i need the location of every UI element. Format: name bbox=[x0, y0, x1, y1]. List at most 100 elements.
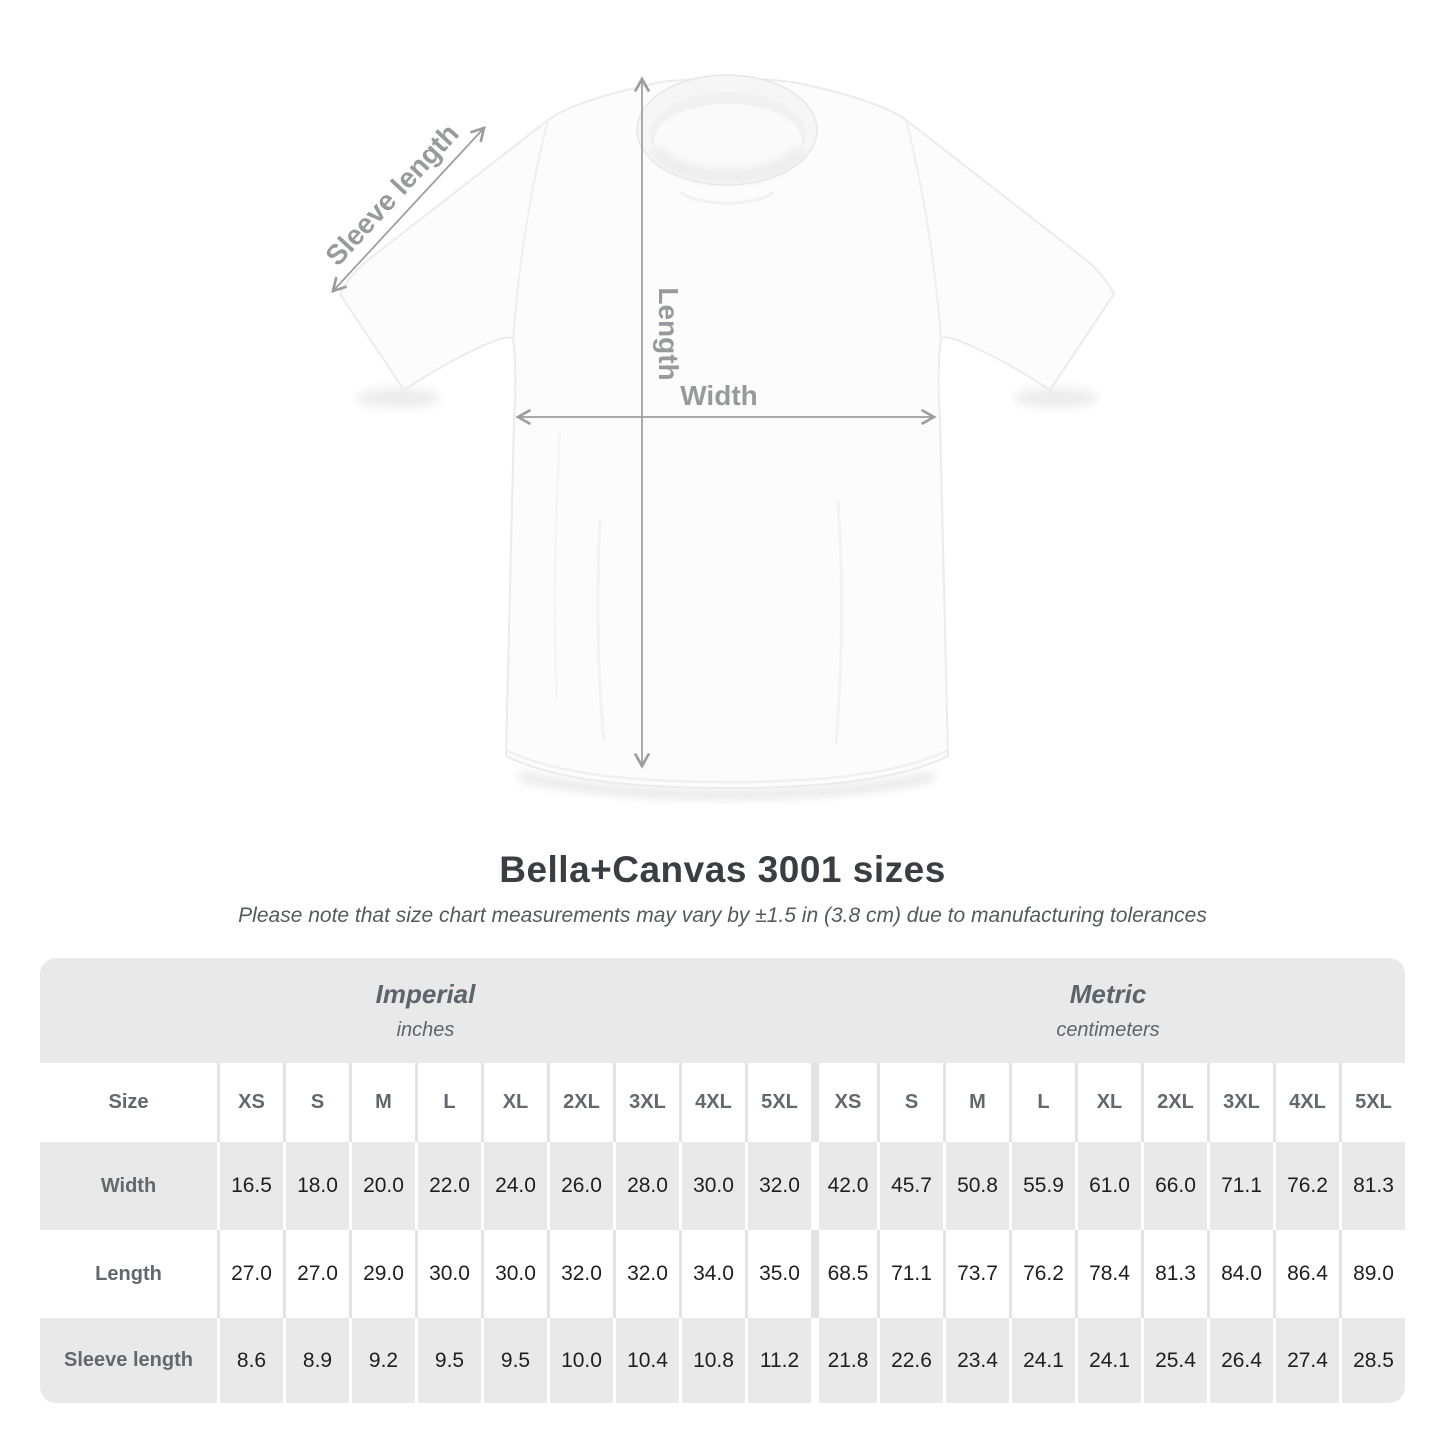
size-table: Imperial inches Metric centimeters Size … bbox=[40, 958, 1405, 1403]
column-header: L bbox=[415, 1063, 481, 1142]
table-cell: 35.0 bbox=[745, 1230, 811, 1318]
table-cell: 26.0 bbox=[547, 1142, 613, 1230]
column-header: 4XL bbox=[679, 1063, 745, 1142]
table-row-width: Width 16.5 18.0 20.0 22.0 24.0 26.0 28.0… bbox=[40, 1142, 1405, 1230]
table-cell: 9.5 bbox=[415, 1318, 481, 1403]
collar-inner-back bbox=[654, 104, 802, 178]
table-cell: 23.4 bbox=[943, 1318, 1009, 1403]
measurement-annotations bbox=[331, 76, 937, 769]
table-cell: 24.1 bbox=[1009, 1318, 1075, 1403]
table-cell: 27.0 bbox=[217, 1230, 283, 1318]
table-cell: 8.6 bbox=[217, 1318, 283, 1403]
table-cell: 78.4 bbox=[1075, 1230, 1141, 1318]
column-header: 3XL bbox=[1207, 1063, 1273, 1142]
row-label: Sleeve length bbox=[64, 1349, 193, 1371]
hem-stitch bbox=[505, 748, 949, 784]
table-cell: 30.0 bbox=[481, 1230, 547, 1318]
table-cell: 76.2 bbox=[1273, 1142, 1339, 1230]
table-cell: 61.0 bbox=[1075, 1142, 1141, 1230]
table-cell: 32.0 bbox=[547, 1230, 613, 1318]
metric-unit: centimeters bbox=[1056, 1019, 1160, 1041]
hem-shadow bbox=[519, 772, 935, 799]
table-cell: 18.0 bbox=[283, 1142, 349, 1230]
table-cell: 32.0 bbox=[613, 1230, 679, 1318]
metric-title: Metric bbox=[1069, 979, 1147, 1009]
table-cell: 9.2 bbox=[349, 1318, 415, 1403]
column-header: M bbox=[349, 1063, 415, 1142]
wrinkle-side bbox=[553, 429, 562, 701]
column-header: L bbox=[1009, 1063, 1075, 1142]
column-header: 5XL bbox=[1339, 1063, 1405, 1142]
size-header: Size bbox=[108, 1091, 149, 1113]
column-header: XL bbox=[481, 1063, 547, 1142]
table-cell: 9.5 bbox=[481, 1318, 547, 1403]
table-cell: 86.4 bbox=[1273, 1230, 1339, 1318]
column-header: 3XL bbox=[613, 1063, 679, 1142]
table-cell: 16.5 bbox=[217, 1142, 283, 1230]
caption: Bella+Canvas 3001 sizes Please note that… bbox=[0, 848, 1445, 928]
column-header: 4XL bbox=[1273, 1063, 1339, 1142]
table-cell: 25.4 bbox=[1141, 1318, 1207, 1403]
table-cell: 10.8 bbox=[679, 1318, 745, 1403]
page-title: Bella+Canvas 3001 sizes bbox=[499, 849, 946, 890]
table-cell: 66.0 bbox=[1141, 1142, 1207, 1230]
table-cell: 76.2 bbox=[1009, 1230, 1075, 1318]
table-cell: 21.8 bbox=[811, 1318, 877, 1403]
column-header: 2XL bbox=[547, 1063, 613, 1142]
table-cell: 27.4 bbox=[1273, 1318, 1339, 1403]
width-label: Width bbox=[680, 380, 758, 411]
imperial-header: Imperial inches bbox=[40, 958, 811, 1063]
column-header: XL bbox=[1075, 1063, 1141, 1142]
row-label: Width bbox=[100, 1174, 157, 1197]
table-cell: 20.0 bbox=[349, 1142, 415, 1230]
table-cell: 24.0 bbox=[481, 1142, 547, 1230]
table-cell: 42.0 bbox=[811, 1142, 877, 1230]
table-cell: 73.7 bbox=[943, 1230, 1009, 1318]
table-cell: 24.1 bbox=[1075, 1318, 1141, 1403]
table-cell: 10.4 bbox=[613, 1318, 679, 1403]
table-cell: 81.3 bbox=[1141, 1230, 1207, 1318]
table-cell: 28.5 bbox=[1339, 1318, 1405, 1403]
table-cell: 45.7 bbox=[877, 1142, 943, 1230]
right-cuff-shadow bbox=[1014, 388, 1098, 408]
table-cell: 81.3 bbox=[1339, 1142, 1405, 1230]
table-row-length: Length 27.0 27.0 29.0 30.0 30.0 32.0 32.… bbox=[40, 1230, 1405, 1318]
tshirt-body bbox=[338, 77, 1116, 790]
table-cell: 27.0 bbox=[283, 1230, 349, 1318]
right-sleeve-seam bbox=[905, 119, 942, 341]
tshirt-graphic bbox=[338, 74, 1116, 799]
column-header: 5XL bbox=[745, 1063, 811, 1142]
row-label: Length bbox=[95, 1262, 162, 1285]
table-cell: 55.9 bbox=[1009, 1142, 1075, 1230]
column-header: M bbox=[943, 1063, 1009, 1142]
length-label: Length bbox=[653, 287, 684, 380]
chest-fold bbox=[679, 190, 775, 205]
column-header: XS bbox=[217, 1063, 283, 1142]
unit-header-band: Imperial inches Metric centimeters bbox=[40, 958, 1405, 1063]
table-row-sleeve-length: Sleeve length 8.6 8.9 9.2 9.5 9.5 10.0 1… bbox=[40, 1318, 1405, 1403]
table-cell: 50.8 bbox=[943, 1142, 1009, 1230]
table-row-sizes: Size XS S M L XL 2XL 3XL 4XL 5XL XS S M … bbox=[40, 1063, 1405, 1142]
column-header: S bbox=[877, 1063, 943, 1142]
column-header: 2XL bbox=[1141, 1063, 1207, 1142]
sleeve-length-arrow bbox=[331, 126, 486, 293]
table-cell: 32.0 bbox=[745, 1142, 811, 1230]
imperial-title: Imperial bbox=[375, 979, 476, 1009]
left-sleeve-seam bbox=[512, 119, 549, 341]
table-cell: 68.5 bbox=[811, 1230, 877, 1318]
tshirt-measurement-diagram: Sleeve length Length Width bbox=[319, 74, 1116, 799]
table-cell: 84.0 bbox=[1207, 1230, 1273, 1318]
table-cell: 22.6 bbox=[877, 1318, 943, 1403]
table-cell: 30.0 bbox=[415, 1230, 481, 1318]
left-cuff-shadow bbox=[356, 388, 440, 408]
table-cell: 29.0 bbox=[349, 1230, 415, 1318]
table-cell: 28.0 bbox=[613, 1142, 679, 1230]
table-cell: 8.9 bbox=[283, 1318, 349, 1403]
table-cell: 71.1 bbox=[877, 1230, 943, 1318]
metric-header: Metric centimeters bbox=[811, 958, 1405, 1063]
wrinkle-left bbox=[596, 519, 606, 743]
table-cell: 10.0 bbox=[547, 1318, 613, 1403]
table-cell: 22.0 bbox=[415, 1142, 481, 1230]
column-header: XS bbox=[811, 1063, 877, 1142]
